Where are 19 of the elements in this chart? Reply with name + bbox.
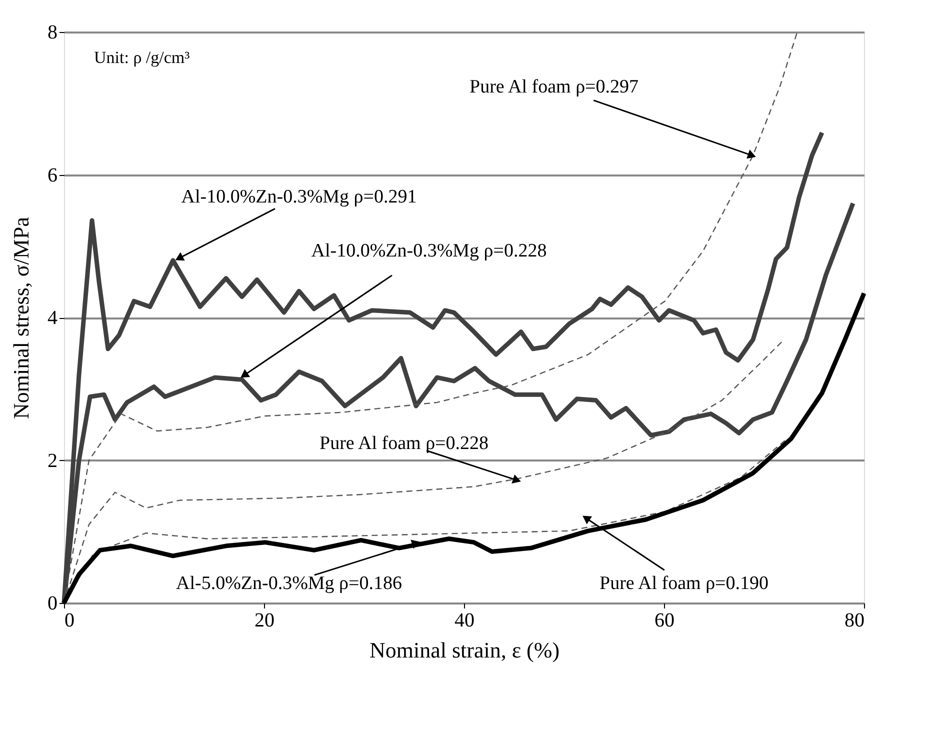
x-tick-label: 0 xyxy=(64,610,74,632)
annotation: Pure Al foam ρ=0.228 xyxy=(319,433,489,454)
annotation: Al-10.0%Zn-0.3%Mg ρ=0.291 xyxy=(181,186,417,208)
y-tick-label: 4 xyxy=(48,307,58,329)
y-tick-label: 6 xyxy=(48,164,58,186)
y-tick-label: 2 xyxy=(48,450,58,472)
x-tick-label: 60 xyxy=(654,610,674,632)
annotation: Unit: ρ /g/cm³ xyxy=(94,48,190,67)
x-tick-label: 40 xyxy=(454,610,474,632)
y-tick-label: 8 xyxy=(48,22,58,44)
annotation: Pure Al foam ρ=0.297 xyxy=(469,76,639,98)
annotation: Al-5.0%Zn-0.3%Mg ρ=0.186 xyxy=(176,573,402,594)
y-axis-title: Nominal stress, σ/MPa xyxy=(8,216,34,419)
annotation: Pure Al foam ρ=0.190 xyxy=(599,573,769,594)
x-tick-label: 20 xyxy=(254,610,274,632)
x-tick-label: 80 xyxy=(844,610,864,632)
y-tick-label: 0 xyxy=(48,592,58,614)
x-axis-title: Nominal strain, ε (%) xyxy=(369,638,560,662)
annotation: Al-10.0%Zn-0.3%Mg ρ=0.228 xyxy=(311,240,547,262)
